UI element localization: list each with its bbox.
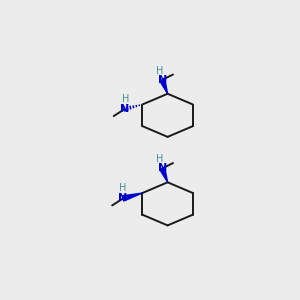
Text: H: H (119, 184, 127, 194)
Polygon shape (122, 193, 142, 201)
Polygon shape (160, 79, 168, 94)
Text: N: N (158, 75, 167, 85)
Text: N: N (158, 164, 167, 173)
Text: H: H (122, 94, 130, 104)
Polygon shape (160, 167, 168, 182)
Text: H: H (156, 66, 164, 76)
Text: N: N (118, 194, 128, 203)
Text: H: H (156, 154, 164, 164)
Text: N: N (120, 104, 129, 114)
